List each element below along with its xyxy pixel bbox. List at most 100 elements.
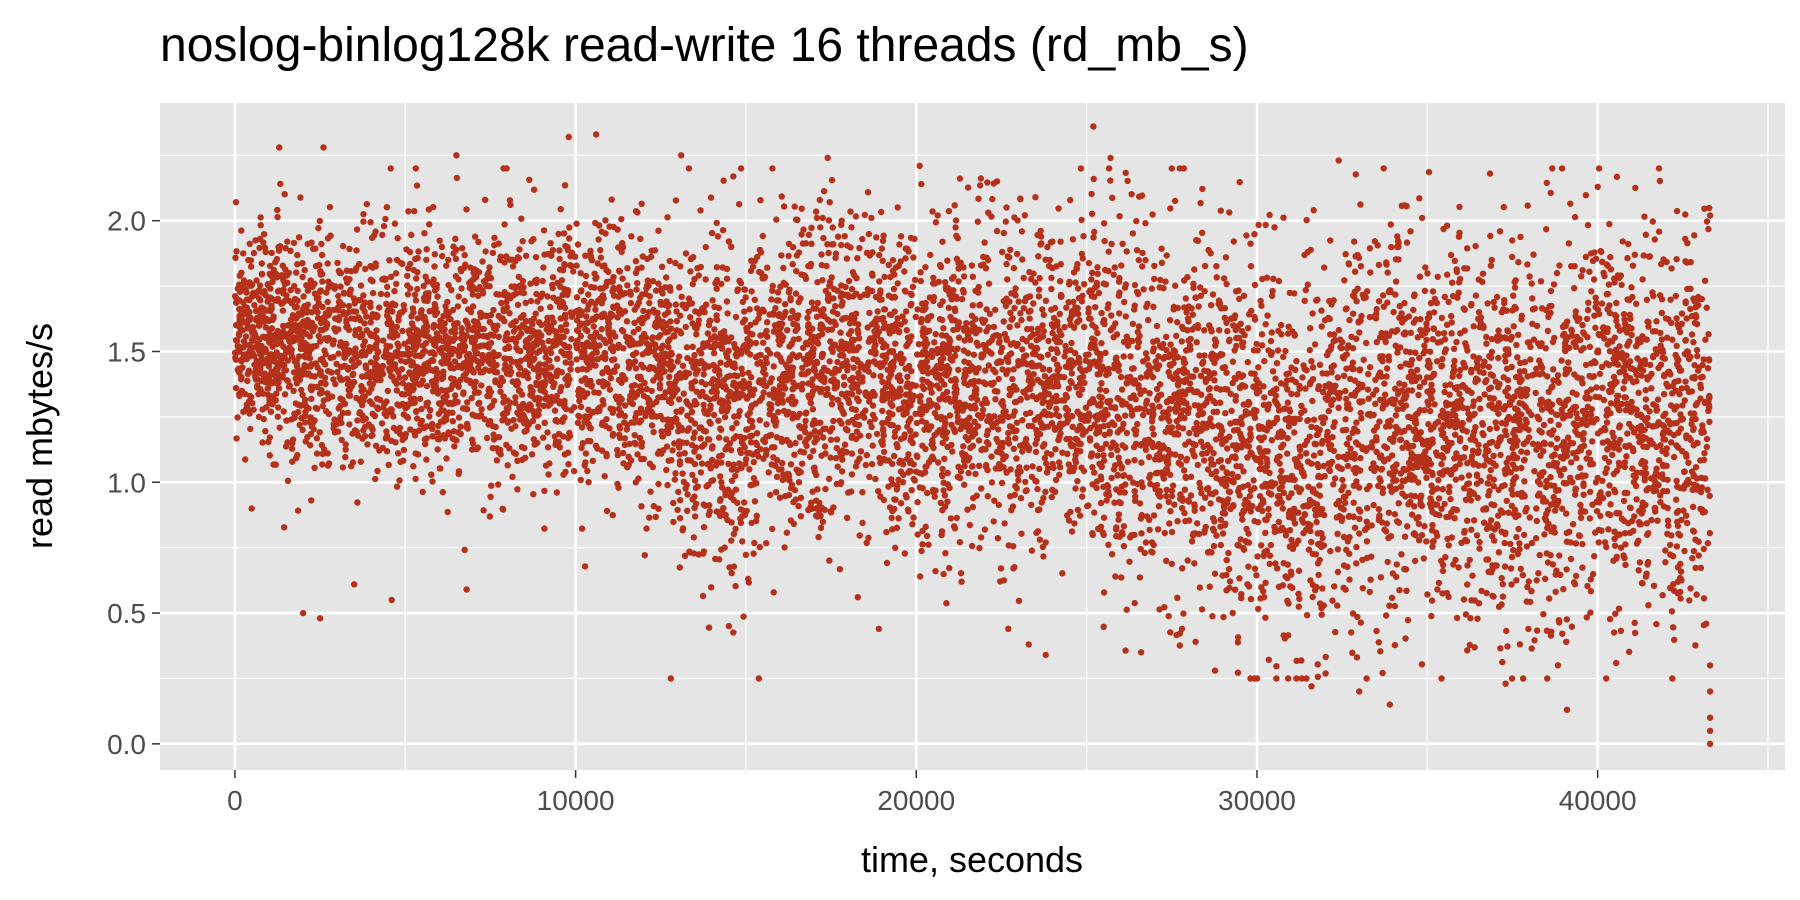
data-point [1088, 210, 1096, 217]
data-point [1640, 443, 1647, 450]
data-point [257, 222, 264, 229]
data-point [1015, 597, 1023, 604]
data-point [1550, 281, 1558, 288]
data-point [234, 414, 241, 421]
data-point [1119, 240, 1126, 247]
data-point [1343, 440, 1351, 448]
data-point [247, 257, 255, 264]
data-point [400, 302, 407, 309]
data-point [1491, 304, 1498, 311]
data-point [1272, 375, 1279, 382]
data-point [1416, 354, 1423, 362]
data-point [1156, 403, 1163, 410]
data-point [1215, 496, 1223, 503]
data-point [557, 206, 564, 213]
data-point [1174, 594, 1181, 601]
data-point [558, 348, 565, 355]
data-point [666, 380, 673, 387]
data-point [1605, 490, 1612, 498]
data-point [1156, 381, 1164, 388]
data-point [766, 411, 773, 418]
data-point [574, 241, 582, 248]
data-point [1022, 478, 1029, 486]
data-point [1648, 370, 1655, 378]
data-point [1232, 326, 1239, 334]
data-point [1010, 543, 1017, 550]
data-point [362, 265, 369, 273]
data-point [975, 437, 983, 444]
data-point [1633, 300, 1640, 307]
data-point [1264, 448, 1271, 455]
data-point [1448, 312, 1455, 320]
data-point [1210, 542, 1218, 550]
data-point [986, 310, 994, 318]
data-point [1607, 400, 1615, 407]
data-point [1446, 391, 1453, 398]
data-point [1351, 425, 1358, 432]
data-point [1056, 278, 1064, 285]
data-point [301, 267, 308, 274]
data-point [1648, 516, 1655, 524]
data-point [1513, 341, 1520, 349]
data-point [1476, 545, 1483, 552]
data-point [568, 262, 575, 270]
data-point [1658, 336, 1666, 343]
data-point [1687, 585, 1694, 592]
data-point [676, 451, 683, 458]
data-point [621, 441, 628, 449]
data-point [1660, 390, 1668, 398]
data-point [975, 378, 982, 385]
data-point [1256, 445, 1263, 452]
data-point [1142, 446, 1150, 453]
data-point [1079, 486, 1087, 493]
data-point [597, 254, 605, 261]
data-point [1621, 394, 1628, 401]
data-point [1186, 380, 1194, 387]
data-point [1280, 489, 1288, 497]
data-point [1560, 585, 1567, 593]
data-point [1621, 459, 1629, 466]
data-point [994, 535, 1002, 542]
data-point [302, 408, 309, 416]
data-point [676, 564, 683, 571]
data-point [1673, 477, 1680, 485]
data-point [976, 544, 983, 552]
data-point [602, 217, 609, 224]
data-point [1048, 306, 1055, 313]
data-point [838, 468, 846, 475]
data-point [1483, 333, 1490, 341]
data-point [961, 462, 968, 470]
data-point [1473, 358, 1481, 365]
data-point [1537, 278, 1545, 285]
data-point [988, 453, 995, 460]
data-point [1396, 587, 1403, 594]
data-point [718, 459, 725, 466]
data-point [1487, 262, 1495, 269]
data-point [312, 245, 319, 252]
data-point [717, 473, 724, 480]
data-point [1052, 446, 1059, 453]
data-point [316, 217, 323, 225]
data-point [1469, 572, 1476, 579]
data-point [1544, 559, 1552, 566]
data-point [1273, 675, 1280, 682]
data-point [717, 359, 724, 366]
data-point [404, 272, 411, 280]
data-point [1490, 395, 1498, 402]
data-point [737, 449, 745, 456]
data-point [1615, 605, 1623, 612]
data-point [1582, 361, 1590, 369]
data-point [300, 293, 307, 300]
data-point [711, 326, 718, 333]
data-point [1391, 511, 1399, 518]
data-point [1495, 410, 1502, 417]
data-point [1372, 400, 1379, 407]
data-point [932, 330, 939, 338]
data-point [962, 433, 969, 441]
data-point [1072, 459, 1080, 466]
data-point [1349, 310, 1357, 317]
data-point [448, 286, 455, 294]
data-point [1188, 538, 1196, 545]
data-point [1682, 378, 1689, 385]
data-point [1631, 619, 1638, 626]
